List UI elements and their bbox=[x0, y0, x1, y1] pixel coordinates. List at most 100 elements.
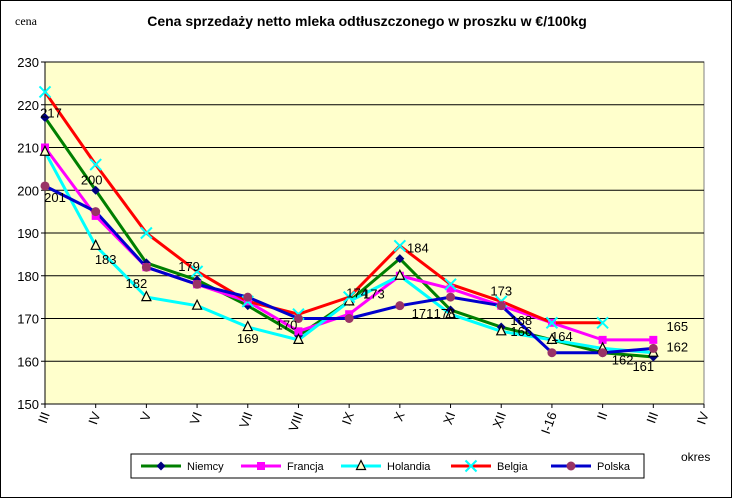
marker-x bbox=[140, 226, 153, 240]
x-tick-label: IX bbox=[339, 410, 357, 427]
marker-x-stroke bbox=[342, 290, 356, 304]
y-tick-label: 210 bbox=[17, 141, 39, 156]
legend-label-francja: Francja bbox=[287, 461, 325, 473]
marker-x bbox=[596, 316, 609, 329]
data-label: 168 bbox=[510, 313, 532, 328]
marker-x-stroke bbox=[140, 226, 153, 240]
marker-diamond bbox=[395, 254, 405, 264]
x-tick-label: III bbox=[643, 410, 661, 425]
marker-circle bbox=[91, 207, 101, 217]
data-label: 162 bbox=[666, 340, 688, 355]
marker-x bbox=[393, 239, 407, 253]
marker-x bbox=[464, 459, 478, 473]
marker-circle bbox=[547, 348, 557, 358]
marker-diamond bbox=[91, 185, 101, 195]
data-label: 217 bbox=[40, 106, 62, 121]
marker-x bbox=[190, 265, 204, 278]
data-label: 174 bbox=[346, 285, 368, 300]
x-tick-label: III bbox=[35, 410, 53, 425]
marker-square bbox=[446, 284, 455, 293]
marker-triangle bbox=[39, 144, 51, 156]
marker-diamond bbox=[40, 113, 50, 123]
data-labels: 217 200 201 183 182 179 169 170 174 184 173 171 178 1… bbox=[40, 106, 688, 374]
marker-square bbox=[294, 327, 303, 336]
x-tick-label: XII bbox=[490, 410, 510, 430]
marker-circle bbox=[598, 348, 608, 358]
marker-x bbox=[342, 290, 356, 304]
marker-triangle bbox=[140, 290, 152, 302]
data-label: 171 bbox=[412, 306, 434, 321]
y-axis-label: cena bbox=[15, 14, 38, 28]
y-tick-label: 160 bbox=[17, 354, 39, 369]
legend-label-niemcy: Niemcy bbox=[187, 461, 224, 473]
marker-x-stroke bbox=[393, 239, 407, 253]
data-label: 178 bbox=[434, 306, 456, 321]
marker-circle bbox=[395, 301, 405, 311]
marker-x bbox=[444, 278, 457, 291]
x-axis-ticks: III IV V VI VII VIII IX X XI XII I-16 II III IV bbox=[35, 404, 712, 436]
data-label: 201 bbox=[44, 190, 66, 205]
x-tick-label: IV bbox=[85, 410, 103, 427]
series-line-belgia bbox=[43, 91, 603, 325]
data-label: 173 bbox=[490, 284, 512, 299]
marker-triangle bbox=[495, 324, 507, 336]
y-tick-label: 170 bbox=[17, 312, 39, 327]
legend-label-belgia: Belgia bbox=[497, 461, 528, 473]
y-tick-label: 230 bbox=[17, 55, 39, 70]
marker-triangle bbox=[546, 333, 558, 344]
y-tick-label: 200 bbox=[17, 183, 39, 198]
marker-triangle bbox=[242, 320, 254, 332]
data-label: 170 bbox=[276, 318, 298, 333]
y-axis-ticks: 150 160 170 180 190 200 210 220 230 bbox=[17, 55, 45, 412]
marker-x-stroke bbox=[190, 265, 204, 278]
marker-x-stroke bbox=[444, 278, 457, 291]
data-label: 161 bbox=[632, 359, 654, 374]
marker-x-stroke bbox=[38, 85, 52, 99]
marker-x bbox=[89, 158, 102, 171]
marker-triangle bbox=[191, 298, 203, 310]
marker-square bbox=[257, 462, 265, 470]
x-tick-label: VI bbox=[187, 410, 205, 427]
x-tick-label: X bbox=[391, 410, 408, 424]
marker-triangle bbox=[445, 307, 457, 319]
marker-x-stroke bbox=[596, 316, 609, 329]
data-label: 165 bbox=[666, 319, 688, 334]
data-label: 182 bbox=[126, 276, 148, 291]
chart-title: Cena sprzedaży netto mleka odtłuszczoneg… bbox=[147, 13, 587, 29]
marker-triangle bbox=[394, 268, 406, 280]
x-tick-label: VIII bbox=[286, 410, 307, 433]
marker-x-stroke bbox=[89, 158, 102, 171]
y-tick-label: 180 bbox=[17, 269, 39, 284]
marker-circle bbox=[293, 314, 303, 323]
marker-square bbox=[649, 335, 658, 344]
legend-label-polska: Polska bbox=[597, 461, 631, 473]
marker-x bbox=[38, 85, 52, 99]
marker-diamond bbox=[156, 461, 166, 471]
marker-x-stroke bbox=[545, 316, 559, 329]
y-tick-label: 150 bbox=[17, 397, 39, 412]
marker-triangle bbox=[292, 333, 304, 344]
data-label: 162 bbox=[612, 353, 634, 368]
y-tick-label: 190 bbox=[17, 226, 39, 241]
data-label: 179 bbox=[178, 259, 200, 274]
x-tick-label: VII bbox=[236, 410, 256, 430]
x-tick-label: V bbox=[137, 410, 154, 424]
data-label: 164 bbox=[551, 329, 573, 344]
legend-label-holandia: Holandia bbox=[387, 461, 431, 473]
marker-circle bbox=[566, 461, 576, 471]
marker-x bbox=[545, 316, 559, 329]
x-tick-label: XI bbox=[440, 410, 458, 427]
marker-circle bbox=[446, 292, 456, 302]
data-label: 173 bbox=[363, 287, 385, 302]
x-tick-label: II bbox=[594, 410, 611, 422]
marker-x-stroke bbox=[464, 459, 478, 473]
marker-circle bbox=[243, 292, 253, 302]
marker-square bbox=[598, 335, 607, 344]
data-label: 166 bbox=[510, 324, 532, 339]
marker-triangle bbox=[90, 238, 102, 250]
x-tick-label: IV bbox=[694, 410, 712, 427]
x-tick-label: I-16 bbox=[538, 410, 560, 436]
marker-circle bbox=[40, 181, 50, 191]
